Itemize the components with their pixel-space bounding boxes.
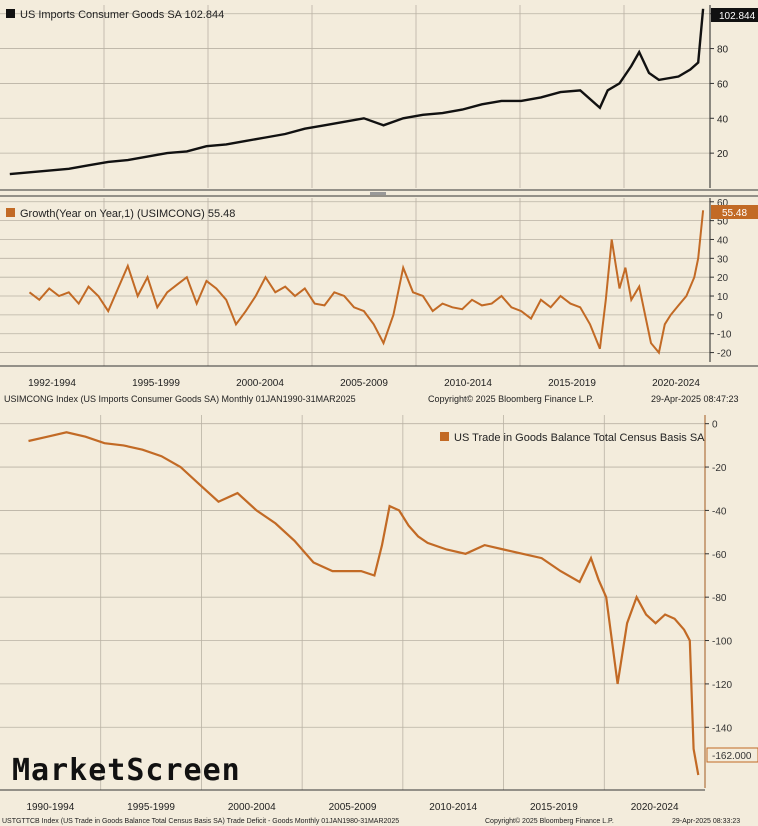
growth-y-tick: 30 [717, 254, 729, 265]
trade-balance-value-label: -162.000 [712, 751, 752, 762]
trade-balance-series-line [28, 431, 700, 776]
trade-balance-y-tick: -80 [712, 593, 727, 604]
top-footer-source: USIMCONG Index (US Imports Consumer Good… [4, 394, 356, 404]
growth-y-tick: 50 [717, 217, 729, 228]
imports-y-tick: 20 [717, 149, 729, 160]
growth-x-tick: 2005-2009 [340, 378, 388, 389]
growth-x-tick: 1995-1999 [132, 378, 180, 389]
trade-balance-panel: 0 -20 -40 -60 -80 -100 -120 -140 US Trade in Go… [0, 415, 758, 790]
trade-balance-value-box [706, 747, 758, 763]
trade-balance-y-tick: -100 [712, 637, 732, 648]
trade-balance-y-tick: -20 [712, 463, 727, 474]
growth-y-tick: 60 [717, 198, 729, 209]
imports-y-tick: 40 [717, 114, 729, 125]
growth-panel: 60 50 40 30 20 10 0 -10 -20 Growth(Year on Year,… [0, 198, 758, 366]
imports-y-tick: 60 [717, 79, 729, 90]
growth-y-tick: 40 [717, 235, 729, 246]
growth-legend-swatch [6, 208, 15, 217]
growth-series-line [28, 210, 705, 355]
imports-title: US Imports Consumer Goods SA 102.844 [20, 9, 224, 21]
growth-y-tick: 0 [717, 311, 723, 322]
growth-value-box [711, 205, 758, 219]
trade-balance-x-tick: 1995-1999 [127, 802, 175, 813]
top-footer-date: 29-Apr-2025 08:47:23 [651, 394, 739, 404]
growth-value-label: 55.48 [722, 208, 747, 219]
bottom-footer-source: USTGTTCB Index (US Trade in Goods Balanc… [2, 818, 399, 825]
growth-x-tick: 2020-2024 [652, 378, 700, 389]
bottom-footer-date: 29-Apr-2025 08:33:23 [672, 818, 740, 825]
trade-balance-x-tick: 2010-2014 [429, 802, 477, 813]
trade-balance-title: US Trade in Goods Balance Total Census B… [454, 432, 705, 444]
growth-title: Growth(Year on Year,1) (USIMCONG) 55.48 [20, 208, 235, 220]
growth-y-tick: -10 [717, 330, 732, 341]
imports-panel: 20406080100 US Imports Consumer Goods SA… [0, 5, 758, 188]
trade-balance-legend-swatch [440, 432, 449, 441]
imports-series-line [9, 8, 705, 176]
trade-balance-x-tick: 2000-2004 [228, 802, 276, 813]
bottom-footer-copyright: Copyright© 2025 Bloomberg Finance L.P. [485, 817, 614, 825]
growth-x-tick: 1992-1994 [28, 378, 76, 389]
growth-y-tick: -20 [717, 349, 732, 360]
trade-balance-x-tick: 1990-1994 [26, 802, 74, 813]
growth-x-tick: 2000-2004 [236, 378, 284, 389]
growth-y-tick: 10 [717, 292, 729, 303]
growth-x-tick: 2010-2014 [444, 378, 492, 389]
trade-balance-x-tick: 2020-2024 [631, 802, 679, 813]
growth-x-tick: 2015-2019 [548, 378, 596, 389]
marketscreen-watermark: MarketScreen [12, 753, 241, 788]
trade-balance-y-tick: -140 [712, 723, 732, 734]
top-footer-copyright: Copyright© 2025 Bloomberg Finance L.P. [428, 394, 594, 404]
trade-balance-y-tick: -60 [712, 550, 727, 561]
trade-balance-y-tick: -120 [712, 680, 732, 691]
imports-value-box [711, 8, 758, 22]
growth-y-tick: 20 [717, 273, 729, 284]
trade-balance-y-tick: 0 [712, 420, 718, 431]
trade-balance-y-tick: -40 [712, 506, 727, 517]
panel-divider-handle[interactable] [370, 192, 386, 195]
imports-value-label: 102.844 [719, 11, 756, 22]
imports-legend-swatch [6, 9, 15, 18]
trade-balance-x-tick: 2005-2009 [329, 802, 377, 813]
imports-y-tick: 80 [717, 45, 729, 56]
trade-balance-x-tick: 2015-2019 [530, 802, 578, 813]
